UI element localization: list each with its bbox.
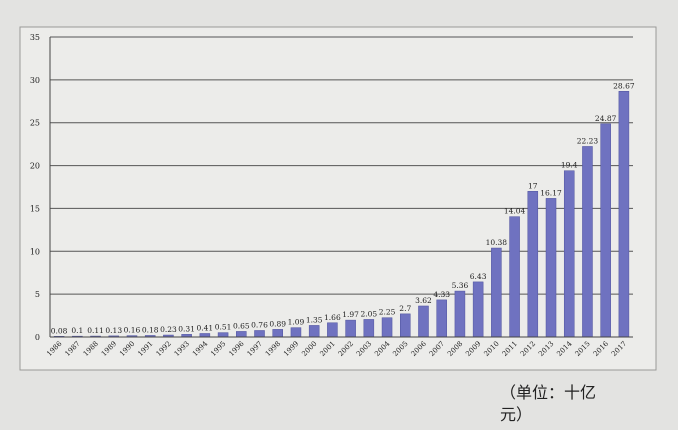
bar xyxy=(308,325,320,338)
data-label: 2.25 xyxy=(379,308,396,317)
data-label: 4.33 xyxy=(433,290,450,299)
bar xyxy=(582,146,593,338)
y-tick-label: 30 xyxy=(30,76,40,85)
data-label: 0.18 xyxy=(142,325,159,334)
bar xyxy=(545,198,557,338)
data-label: 1.66 xyxy=(324,313,341,322)
data-label: 2.7 xyxy=(399,304,411,313)
bar xyxy=(618,91,630,338)
data-label: 0.65 xyxy=(233,321,250,330)
data-label: 0.89 xyxy=(269,319,286,328)
data-label: 0.16 xyxy=(124,326,141,335)
y-tick-label: 0 xyxy=(35,333,40,342)
data-label: 0.51 xyxy=(215,323,232,332)
data-label: 0.31 xyxy=(178,324,195,333)
data-label: 0.13 xyxy=(105,326,122,335)
data-label: 0.76 xyxy=(251,320,268,329)
y-tick-label: 10 xyxy=(30,247,40,256)
unit-note: （单位：十亿 元） xyxy=(500,383,597,424)
data-label: 10.38 xyxy=(486,238,508,247)
bar xyxy=(290,327,302,338)
bar xyxy=(327,322,338,338)
bar xyxy=(563,170,575,338)
data-label: 6.43 xyxy=(470,272,487,281)
data-label: 0.23 xyxy=(160,325,177,334)
data-label: 5.36 xyxy=(452,281,469,290)
data-label: 16.17 xyxy=(540,188,562,197)
data-label: 1.97 xyxy=(342,310,359,319)
data-label: 24.87 xyxy=(595,114,617,123)
y-tick-label: 25 xyxy=(30,119,40,128)
bar xyxy=(600,123,611,338)
data-label: 0.41 xyxy=(197,323,214,332)
bar xyxy=(254,330,265,338)
data-label: 28.67 xyxy=(613,81,635,90)
data-label: 17 xyxy=(528,181,538,190)
data-label: 0.11 xyxy=(87,326,104,335)
data-label: 1.35 xyxy=(306,315,323,324)
bar xyxy=(400,313,411,338)
bar xyxy=(454,290,466,338)
data-label: 0.1 xyxy=(71,326,83,335)
bar xyxy=(345,319,356,338)
bar xyxy=(491,247,502,338)
data-label: 22.23 xyxy=(577,136,599,145)
bar xyxy=(199,333,211,338)
data-label: 19.4 xyxy=(561,161,578,170)
bar xyxy=(217,332,229,338)
data-label: 1.09 xyxy=(288,318,305,327)
data-label: 14.04 xyxy=(504,207,526,216)
y-tick-label: 35 xyxy=(30,33,40,42)
bar xyxy=(272,329,283,338)
bar xyxy=(363,319,375,338)
bar xyxy=(509,216,520,338)
y-tick-label: 5 xyxy=(35,290,40,299)
bar xyxy=(381,317,393,338)
bar xyxy=(436,299,447,338)
bar xyxy=(418,305,429,338)
bar xyxy=(527,191,539,338)
bar xyxy=(236,331,247,338)
y-tick-label: 15 xyxy=(30,204,40,213)
bar xyxy=(472,281,484,338)
data-label: 3.62 xyxy=(415,296,432,305)
data-label: 2.05 xyxy=(360,309,377,318)
data-label: 0.08 xyxy=(51,326,68,335)
y-tick-label: 20 xyxy=(30,162,40,171)
